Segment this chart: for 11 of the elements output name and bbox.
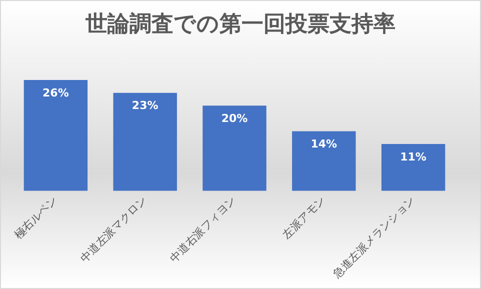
chart-title: 世論調査での第一回投票支持率 <box>84 10 396 39</box>
data-label: 26% <box>42 86 69 100</box>
x-tick-label: 中道左派マクロン <box>78 194 150 265</box>
x-tick-label: 左派アモン <box>280 194 328 242</box>
x-tick-label: 急進左派メランション <box>330 194 418 282</box>
data-label: 14% <box>310 138 338 151</box>
data-label: 20% <box>221 112 248 125</box>
x-tick-label: 極右ルペン <box>12 194 60 242</box>
data-label: 23% <box>132 99 158 112</box>
x-tick-label: 中道右派フィヨン <box>167 194 239 265</box>
data-label: 11% <box>400 150 426 164</box>
